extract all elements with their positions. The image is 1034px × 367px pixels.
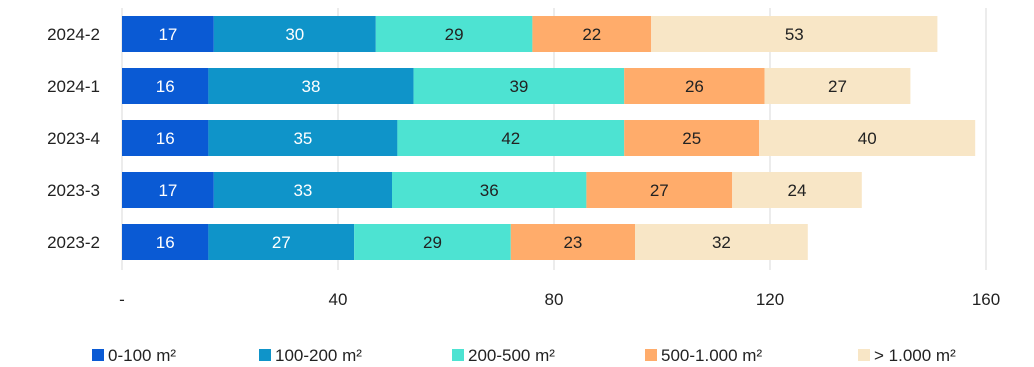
- legend-swatch: [645, 349, 657, 361]
- legend-item: 200-500 m²: [452, 346, 555, 365]
- data-labels: 17 30 29 22 53 16 38 39 26 27 16 35 42 25 40 17 33 36 27 24…: [156, 25, 877, 252]
- legend-swatch: [92, 349, 104, 361]
- data-label: 29: [445, 25, 464, 44]
- legend-swatch: [259, 349, 271, 361]
- legend-swatch: [452, 349, 464, 361]
- data-label: 32: [712, 233, 731, 252]
- data-label: 53: [785, 25, 804, 44]
- category-axis: 2024-2 2024-1 2023-4 2023-3 2023-2: [47, 25, 100, 252]
- legend: 0-100 m² 100-200 m² 200-500 m² 500-1.000 m²…: [92, 346, 956, 365]
- data-label: 42: [501, 129, 520, 148]
- category-label: 2023-4: [47, 129, 100, 148]
- value-axis: - 40 80 120 160: [119, 290, 1000, 309]
- data-label: 17: [158, 181, 177, 200]
- legend-item: 100-200 m²: [259, 346, 362, 365]
- bar-segment: [354, 224, 511, 260]
- data-label: 38: [302, 77, 321, 96]
- bars: [122, 16, 976, 260]
- bar-segment: [532, 16, 652, 52]
- category-label: 2023-2: [47, 233, 100, 252]
- bar-segment: [208, 224, 355, 260]
- bar-segment: [122, 68, 209, 104]
- data-label: 40: [858, 129, 877, 148]
- data-label: 39: [509, 77, 528, 96]
- legend-label: 100-200 m²: [275, 346, 362, 365]
- bar-segment: [651, 16, 938, 52]
- bar-segment: [510, 224, 635, 260]
- bar-segment: [375, 16, 533, 52]
- legend-item: 0-100 m²: [92, 346, 176, 365]
- bar-segment: [208, 68, 414, 104]
- category-label: 2024-1: [47, 77, 100, 96]
- x-tick-label: 120: [756, 290, 784, 309]
- x-tick-label: 80: [545, 290, 564, 309]
- legend-item: 500-1.000 m²: [645, 346, 762, 365]
- bar-segment: [213, 16, 376, 52]
- bar-segment: [397, 120, 625, 156]
- legend-label: > 1.000 m²: [874, 346, 956, 365]
- bar-segment: [624, 120, 760, 156]
- x-tick-label: 160: [972, 290, 1000, 309]
- bar-segment: [624, 68, 765, 104]
- data-label: 33: [293, 181, 312, 200]
- bar-segment: [413, 68, 625, 104]
- bar-segment: [392, 172, 587, 208]
- bar-segment: [122, 16, 214, 52]
- bar-segment: [732, 172, 862, 208]
- x-tick-label: -: [119, 290, 125, 309]
- data-label: 23: [563, 233, 582, 252]
- data-label: 27: [272, 233, 291, 252]
- data-label: 26: [685, 77, 704, 96]
- data-label: 29: [423, 233, 442, 252]
- category-label: 2024-2: [47, 25, 100, 44]
- bar-segment: [208, 120, 398, 156]
- data-label: 30: [285, 25, 304, 44]
- legend-label: 200-500 m²: [468, 346, 555, 365]
- bar-segment: [122, 224, 209, 260]
- bar-segment: [586, 172, 733, 208]
- bar-segment: [635, 224, 808, 260]
- data-label: 24: [788, 181, 807, 200]
- data-label: 27: [828, 77, 847, 96]
- category-label: 2023-3: [47, 181, 100, 200]
- data-label: 16: [156, 77, 175, 96]
- x-tick-label: 40: [329, 290, 348, 309]
- bar-segment: [122, 120, 209, 156]
- data-label: 16: [156, 129, 175, 148]
- data-label: 36: [480, 181, 499, 200]
- data-label: 22: [582, 25, 601, 44]
- bar-segment: [213, 172, 392, 208]
- data-label: 35: [293, 129, 312, 148]
- legend-label: 0-100 m²: [108, 346, 176, 365]
- data-label: 27: [650, 181, 669, 200]
- legend-item: > 1.000 m²: [858, 346, 956, 365]
- data-label: 25: [682, 129, 701, 148]
- legend-swatch: [858, 349, 870, 361]
- bar-segment: [122, 172, 214, 208]
- legend-label: 500-1.000 m²: [661, 346, 762, 365]
- data-label: 17: [158, 25, 177, 44]
- bar-segment: [764, 68, 911, 104]
- data-label: 16: [156, 233, 175, 252]
- bar-segment: [759, 120, 976, 156]
